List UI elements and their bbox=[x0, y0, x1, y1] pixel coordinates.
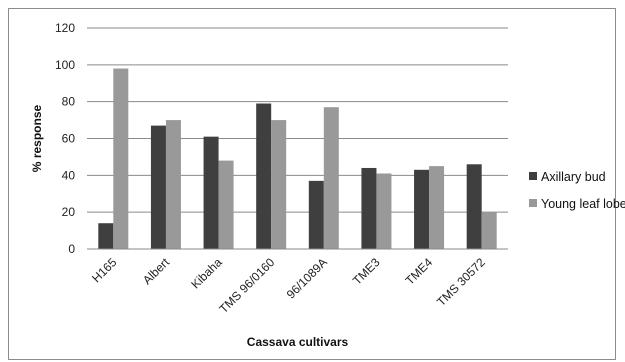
bar-young-leaf-lobe bbox=[271, 120, 287, 249]
bar-young-leaf-lobe bbox=[481, 212, 497, 249]
legend-label: Axillary bud bbox=[541, 170, 606, 184]
x-tick-label: TME3 bbox=[350, 255, 383, 288]
y-tick-label: 120 bbox=[55, 21, 75, 35]
bar-axillary-bud bbox=[98, 223, 114, 249]
y-axis-title: % response bbox=[30, 104, 44, 172]
y-tick-label: 80 bbox=[62, 95, 76, 109]
x-tick-label: TME4 bbox=[403, 255, 436, 288]
x-tick-label: Albert bbox=[140, 255, 173, 288]
bar-axillary-bud bbox=[414, 169, 430, 249]
x-axis-title: Cassava cultivars bbox=[247, 335, 349, 349]
x-tick-label: TMS 96/0160 bbox=[216, 255, 277, 316]
bar-young-leaf-lobe bbox=[429, 166, 445, 249]
bar-axillary-bud bbox=[466, 164, 482, 249]
bar-axillary-bud bbox=[361, 167, 377, 249]
bars bbox=[98, 68, 497, 250]
bar-axillary-bud bbox=[308, 180, 324, 249]
y-tick-label: 60 bbox=[62, 132, 76, 146]
legend: Axillary bud Young leaf lobe bbox=[529, 170, 625, 211]
bar-young-leaf-lobe bbox=[165, 120, 181, 249]
bar-young-leaf-lobe bbox=[376, 173, 392, 249]
bar-young-leaf-lobe bbox=[218, 160, 234, 249]
bar-axillary-bud bbox=[256, 103, 272, 249]
y-tick-label: 20 bbox=[62, 205, 76, 219]
bar-axillary-bud bbox=[150, 125, 166, 249]
bar-young-leaf-lobe bbox=[113, 68, 129, 250]
x-tick-label: Kibaha bbox=[188, 255, 225, 292]
x-tick-label: 96/1089A bbox=[284, 255, 330, 301]
y-tick-label: 40 bbox=[62, 168, 76, 182]
gridlines bbox=[87, 27, 508, 213]
bar-axillary-bud bbox=[203, 136, 219, 249]
y-axis-ticks: 0 20 40 60 80 100 120 bbox=[55, 21, 75, 256]
y-tick-label: 0 bbox=[68, 242, 75, 256]
bar-young-leaf-lobe bbox=[323, 107, 339, 249]
x-tick-label: H165 bbox=[89, 255, 119, 285]
y-tick-label: 100 bbox=[55, 58, 75, 72]
legend-swatch bbox=[529, 199, 537, 207]
x-tick-label: TMS 30572 bbox=[434, 255, 488, 309]
legend-swatch bbox=[529, 172, 537, 180]
legend-label: Young leaf lobe bbox=[541, 197, 625, 211]
